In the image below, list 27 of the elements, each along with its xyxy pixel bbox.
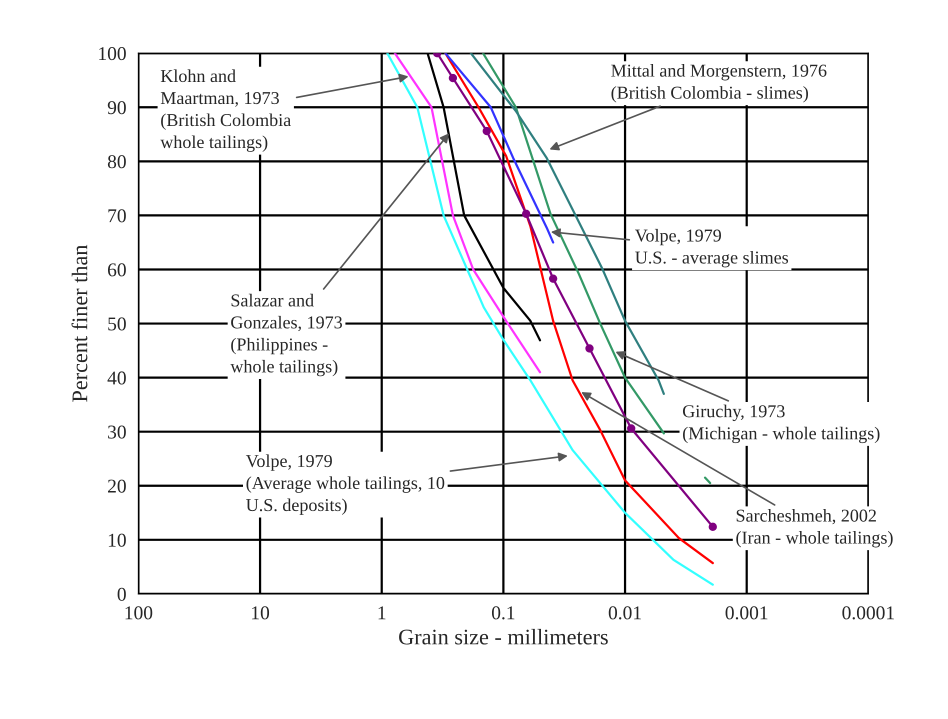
y-tick-label: 70 — [108, 209, 126, 222]
y-tick-label: 30 — [108, 426, 126, 439]
x-tick-label: 0.001 — [726, 606, 768, 620]
y-tick-label: 10 — [108, 534, 126, 547]
y-tick-label: 40 — [108, 371, 126, 385]
annotation: Sarcheshmeh, 2002 (Iran - whole tailings) — [736, 509, 893, 548]
y-tick-label: 20 — [108, 480, 126, 493]
x-axis-title: Grain size - millimeters — [399, 628, 608, 645]
annotation: Volpe, 1979 U.S. - average slimes — [634, 228, 788, 268]
annotation: Giruchy, 1973 (Michigan - whole tailings) — [682, 404, 880, 444]
y-tick-label: 50 — [108, 317, 126, 330]
annotation: Volpe, 1979 (Average whole tailings, 10 U.S. deposits) — [246, 454, 444, 515]
y-tick-label: 80 — [108, 155, 126, 168]
y-tick-label: 90 — [108, 101, 126, 114]
y-tick-label: 0 — [118, 588, 126, 601]
x-tick-label: 0.0001 — [842, 606, 894, 620]
x-tick-label: 0.1 — [492, 606, 514, 620]
y-axis-title: Percent finer than — [72, 244, 88, 402]
x-tick-label: 10 — [252, 606, 270, 620]
x-tick-label: 1 — [378, 606, 386, 620]
y-tick-label: 60 — [108, 263, 126, 276]
y-tick-label: 100 — [99, 47, 126, 60]
annotation: Klohn and Maartman, 1973 (British Colombia whole tailings) — [160, 69, 291, 152]
x-tick-label: 100 — [126, 606, 152, 620]
x-tick-label: 0.01 — [608, 606, 641, 620]
annotation: Mittal and Morgenstern, 1976 (British Colombia - slimes) — [611, 64, 826, 102]
annotation: Salazar and Gonzales, 1973 (Philippines - whole tailings) — [230, 294, 342, 376]
